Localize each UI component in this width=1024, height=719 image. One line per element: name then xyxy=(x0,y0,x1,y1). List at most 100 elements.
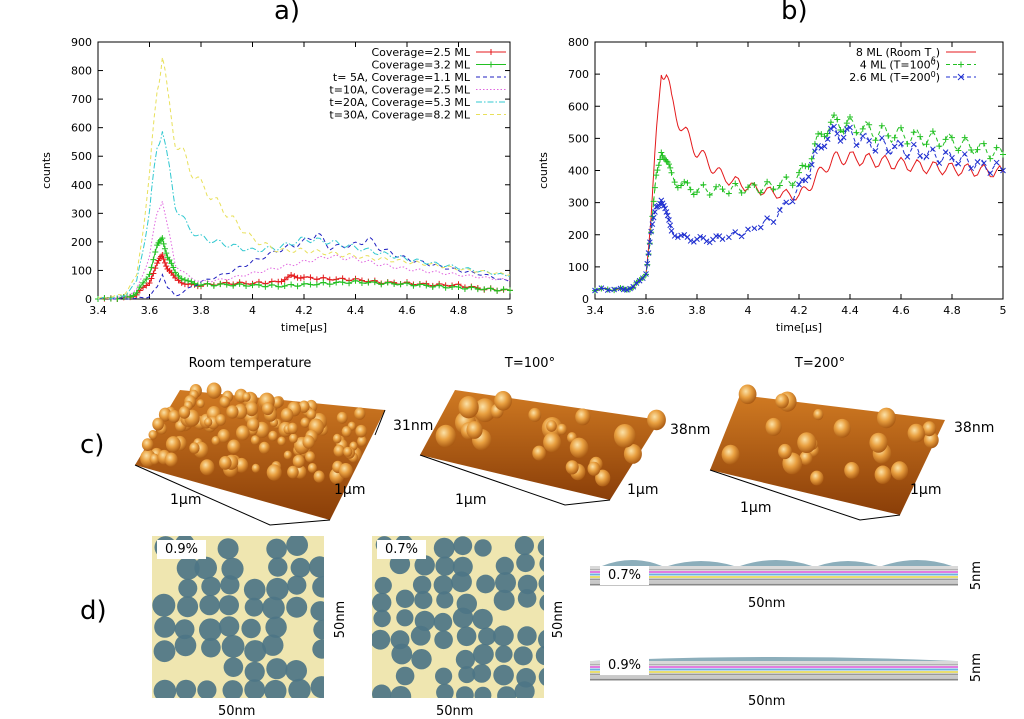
nanoparticle xyxy=(221,635,245,658)
afm-grain xyxy=(250,435,260,445)
dome-cluster xyxy=(882,560,952,566)
x-tick-label: 5 xyxy=(507,304,514,317)
data-point xyxy=(598,285,605,291)
data-point xyxy=(161,259,168,266)
panel-b-label: b) xyxy=(781,0,808,26)
data-point xyxy=(885,132,892,139)
afm-grain xyxy=(242,392,251,402)
substrate-layer xyxy=(590,566,958,568)
nanoparticle xyxy=(286,596,308,618)
data-point xyxy=(358,279,365,286)
sim-cross-bottom-07: 50nm xyxy=(748,596,786,611)
data-point xyxy=(223,281,230,288)
data-point xyxy=(847,124,853,131)
afm-height-100: 38nm xyxy=(670,422,711,438)
afm-grain xyxy=(302,435,315,449)
y-tick-label: 700 xyxy=(71,93,92,106)
data-point xyxy=(136,284,143,291)
data-point xyxy=(592,287,598,294)
data-point xyxy=(878,122,885,129)
data-point xyxy=(827,119,834,126)
data-point xyxy=(694,189,700,196)
sim-cross-bottom-09: 50nm xyxy=(748,694,786,709)
data-point xyxy=(410,282,417,289)
afm-grain xyxy=(354,407,366,420)
data-point xyxy=(172,274,179,281)
y-tick-label: 300 xyxy=(568,197,589,210)
data-point xyxy=(648,228,654,235)
nanoparticle xyxy=(390,686,412,698)
substrate-layer xyxy=(590,663,958,666)
nanoparticle xyxy=(373,609,391,628)
sim-cross-tag-07: 0.7% xyxy=(600,566,650,585)
data-point xyxy=(255,281,262,288)
afm-grain xyxy=(305,451,316,463)
legend-entry-label: t=30A, Coverage=8.2 ML xyxy=(329,109,470,122)
x-tick-label: 4.6 xyxy=(892,304,910,317)
afm-grain xyxy=(226,405,239,419)
y-tick-label: 300 xyxy=(71,207,92,220)
afm-grain xyxy=(341,426,352,438)
nanoparticle xyxy=(222,680,243,698)
afm-grain xyxy=(219,456,232,470)
nanoparticle xyxy=(493,664,514,686)
nanoparticle xyxy=(201,576,221,597)
y-tick-label: 900 xyxy=(71,36,92,49)
data-point xyxy=(719,186,726,193)
data-point xyxy=(481,286,488,293)
nanoparticle xyxy=(287,575,307,595)
nanoparticle xyxy=(495,645,513,663)
afm-grain xyxy=(306,409,316,420)
data-point xyxy=(378,281,385,288)
data-point xyxy=(936,160,943,166)
data-point xyxy=(646,239,653,246)
nanoparticle xyxy=(312,639,324,659)
afm-grain xyxy=(215,414,226,426)
data-point xyxy=(987,170,994,177)
x-tick-label: 4.4 xyxy=(347,304,365,317)
nanoparticle xyxy=(517,626,537,646)
data-point xyxy=(668,227,675,234)
afm-grain xyxy=(922,421,937,437)
data-point xyxy=(152,248,159,255)
y-tick-label: 100 xyxy=(568,261,589,274)
nanoparticle xyxy=(288,678,311,698)
afm-grain xyxy=(189,442,200,454)
data-point xyxy=(805,173,812,180)
afm-height-room: 31nm xyxy=(393,418,434,434)
afm-grain xyxy=(844,462,860,479)
y-tick-label: 200 xyxy=(568,229,589,242)
data-point xyxy=(843,126,850,132)
afm-grain xyxy=(799,450,813,466)
data-point xyxy=(667,222,674,229)
afm-grain xyxy=(292,454,305,468)
panel-a-label: a) xyxy=(274,0,301,26)
afm-grain xyxy=(623,444,642,464)
nanoparticle xyxy=(266,538,287,560)
afm-grain xyxy=(165,436,181,453)
data-point xyxy=(847,113,853,120)
y-tick-label: 800 xyxy=(71,65,92,78)
data-point xyxy=(751,181,758,188)
y-tick-label: 100 xyxy=(71,264,92,277)
afm-grain xyxy=(810,470,824,486)
data-point xyxy=(824,136,831,143)
data-point xyxy=(879,135,885,141)
data-point xyxy=(163,250,170,257)
afm-grain xyxy=(289,433,298,444)
data-point xyxy=(942,149,949,156)
afm-grain xyxy=(813,409,824,421)
sim-bottom-07: 50nm xyxy=(436,704,474,719)
data-point xyxy=(152,265,159,272)
afm-size-100-x: 1μm xyxy=(455,492,487,508)
legend-marker xyxy=(958,61,964,68)
data-point xyxy=(397,281,404,288)
nanoparticle xyxy=(153,679,177,698)
afm-title-room: Room temperature xyxy=(188,356,312,371)
data-point xyxy=(160,240,167,247)
nanoparticle xyxy=(174,619,195,640)
data-point xyxy=(872,137,879,144)
data-point xyxy=(639,275,646,282)
afm-image-room xyxy=(134,382,386,526)
data-point xyxy=(178,275,185,282)
